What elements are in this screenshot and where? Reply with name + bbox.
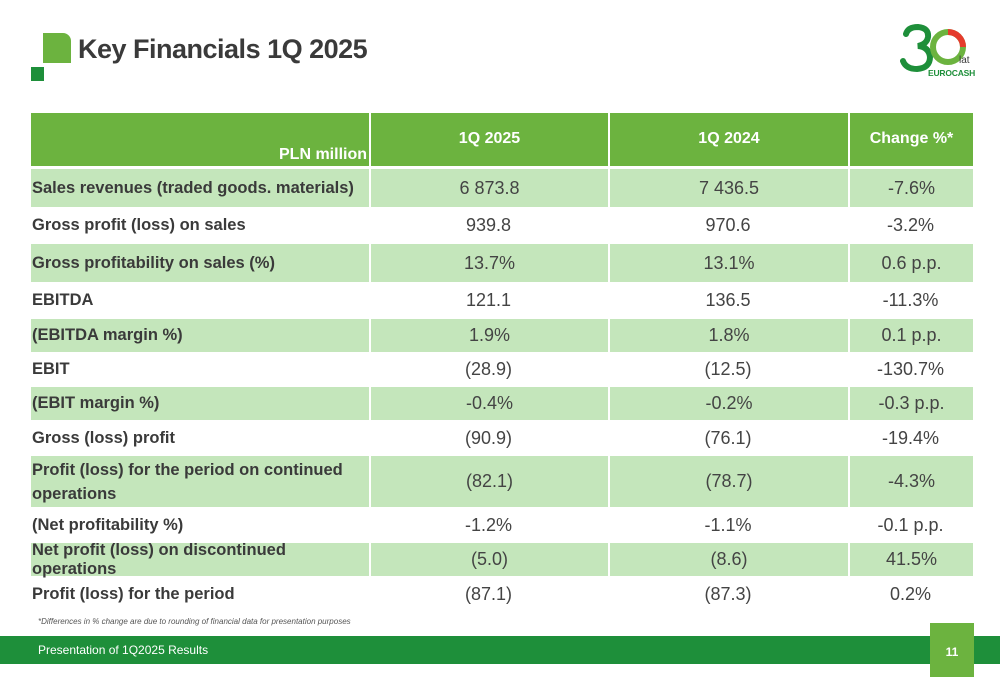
value-change: -4.3% bbox=[848, 456, 973, 507]
value-1q-2024: (8.6) bbox=[608, 543, 848, 576]
logo-square-small bbox=[31, 67, 44, 81]
value-change: -7.6% bbox=[848, 169, 973, 207]
value-1q-2024: 7 436.5 bbox=[608, 169, 848, 207]
logo-square-large bbox=[43, 33, 71, 63]
table-row: Sales revenues (traded goods. materials)… bbox=[31, 169, 973, 207]
row-label: Net profit (loss) on discontinued operat… bbox=[31, 541, 369, 578]
value-change: 41.5% bbox=[848, 543, 973, 576]
row-label: EBITDA bbox=[32, 291, 94, 309]
table-row: Profit (loss) for the period (87.1) (87.… bbox=[31, 576, 973, 612]
brand-name: EUROCASH bbox=[928, 68, 976, 78]
value-1q-2025: 121.1 bbox=[465, 290, 512, 310]
table-row: Profit (loss) for the period on continue… bbox=[31, 456, 973, 507]
value-1q-2025: (5.0) bbox=[369, 543, 608, 576]
value-1q-2024: 1.8% bbox=[608, 319, 848, 352]
value-1q-2025: (82.1) bbox=[369, 456, 608, 507]
value-1q-2025: 13.7% bbox=[369, 244, 608, 282]
table-row: Net profit (loss) on discontinued operat… bbox=[31, 541, 973, 578]
value-1q-2024: 13.1% bbox=[608, 244, 848, 282]
value-change: -11.3% bbox=[882, 290, 939, 310]
page-number: 11 bbox=[945, 645, 959, 659]
slide-logo-mark bbox=[31, 33, 71, 81]
row-label: Gross (loss) profit bbox=[32, 428, 176, 447]
value-1q-2024: (87.3) bbox=[704, 583, 752, 604]
table-row: (EBIT margin %) -0.4% -0.2% -0.3 p.p. bbox=[31, 387, 973, 420]
header-pln-million: PLN million bbox=[31, 113, 369, 166]
footer-text: Presentation of 1Q2025 Results bbox=[38, 643, 209, 657]
value-1q-2025: -0.4% bbox=[369, 387, 608, 420]
header-change: Change %* bbox=[848, 113, 973, 166]
value-1q-2024: 136.5 bbox=[705, 290, 751, 310]
value-1q-2024: (76.1) bbox=[704, 427, 752, 448]
key-financials-table: PLN million 1Q 2025 1Q 2024 Change %* Sa… bbox=[31, 113, 973, 612]
brand-lat: lat bbox=[959, 55, 970, 66]
page-number-box: 11 bbox=[930, 623, 974, 677]
value-change: -19.4% bbox=[881, 427, 940, 448]
value-1q-2025: (28.9) bbox=[464, 359, 513, 379]
row-label: (EBITDA margin %) bbox=[31, 319, 369, 352]
value-1q-2025: 1.9% bbox=[369, 319, 608, 352]
value-change: -130.7% bbox=[876, 359, 945, 379]
value-change: 0.6 p.p. bbox=[848, 244, 973, 282]
eurocash-30-logo: lat EUROCASH bbox=[900, 24, 980, 86]
row-label: Profit (loss) for the period on continue… bbox=[31, 456, 369, 507]
table-row: Gross (loss) profit (90.9) (76.1) -19.4% bbox=[31, 420, 973, 456]
value-change: -3.2% bbox=[886, 215, 935, 235]
value-1q-2024: -0.2% bbox=[608, 387, 848, 420]
row-label: Profit (loss) for the period bbox=[32, 584, 235, 603]
row-label: Gross profitability on sales (%) bbox=[31, 244, 369, 282]
value-1q-2025: 939.8 bbox=[465, 215, 512, 235]
value-1q-2025: (90.9) bbox=[464, 427, 513, 448]
table-row: Gross profit (loss) on sales 939.8 970.6… bbox=[31, 207, 973, 244]
header-1q-2024: 1Q 2024 bbox=[608, 113, 848, 166]
value-change: 0.2% bbox=[889, 583, 932, 604]
value-1q-2024: -1.1% bbox=[704, 514, 752, 535]
table-row: EBIT (28.9) (12.5) -130.7% bbox=[31, 352, 973, 387]
row-label: Sales revenues (traded goods. materials) bbox=[31, 169, 369, 207]
row-label: Gross profit (loss) on sales bbox=[32, 216, 246, 234]
row-label: (Net profitability %) bbox=[32, 515, 184, 534]
value-change: -0.3 p.p. bbox=[848, 387, 973, 420]
table-row: (Net profitability %) -1.2% -1.1% -0.1 p… bbox=[31, 507, 973, 543]
value-change: 0.1 p.p. bbox=[848, 319, 973, 352]
row-label: (EBIT margin %) bbox=[31, 387, 369, 420]
anniversary-30-icon bbox=[900, 24, 966, 73]
value-1q-2024: (12.5) bbox=[704, 359, 752, 379]
value-1q-2025: (87.1) bbox=[464, 583, 513, 604]
value-1q-2025: 6 873.8 bbox=[369, 169, 608, 207]
table-row: Gross profitability on sales (%) 13.7% 1… bbox=[31, 244, 973, 282]
slide-title: Key Financials 1Q 2025 bbox=[78, 34, 368, 64]
row-label: EBIT bbox=[32, 360, 70, 378]
footer-bar: Presentation of 1Q2025 Results bbox=[0, 636, 1000, 664]
footnote: *Differences in % change are due to roun… bbox=[38, 617, 351, 626]
table-header-row: PLN million 1Q 2025 1Q 2024 Change %* bbox=[31, 113, 973, 166]
value-1q-2024: 970.6 bbox=[705, 215, 751, 235]
table-row: (EBITDA margin %) 1.9% 1.8% 0.1 p.p. bbox=[31, 319, 973, 352]
table-row: EBITDA 121.1 136.5 -11.3% bbox=[31, 282, 973, 319]
value-1q-2024: (78.7) bbox=[608, 456, 848, 507]
value-1q-2025: -1.2% bbox=[464, 514, 513, 535]
header-1q-2025: 1Q 2025 bbox=[369, 113, 608, 166]
value-change: -0.1 p.p. bbox=[877, 514, 944, 535]
